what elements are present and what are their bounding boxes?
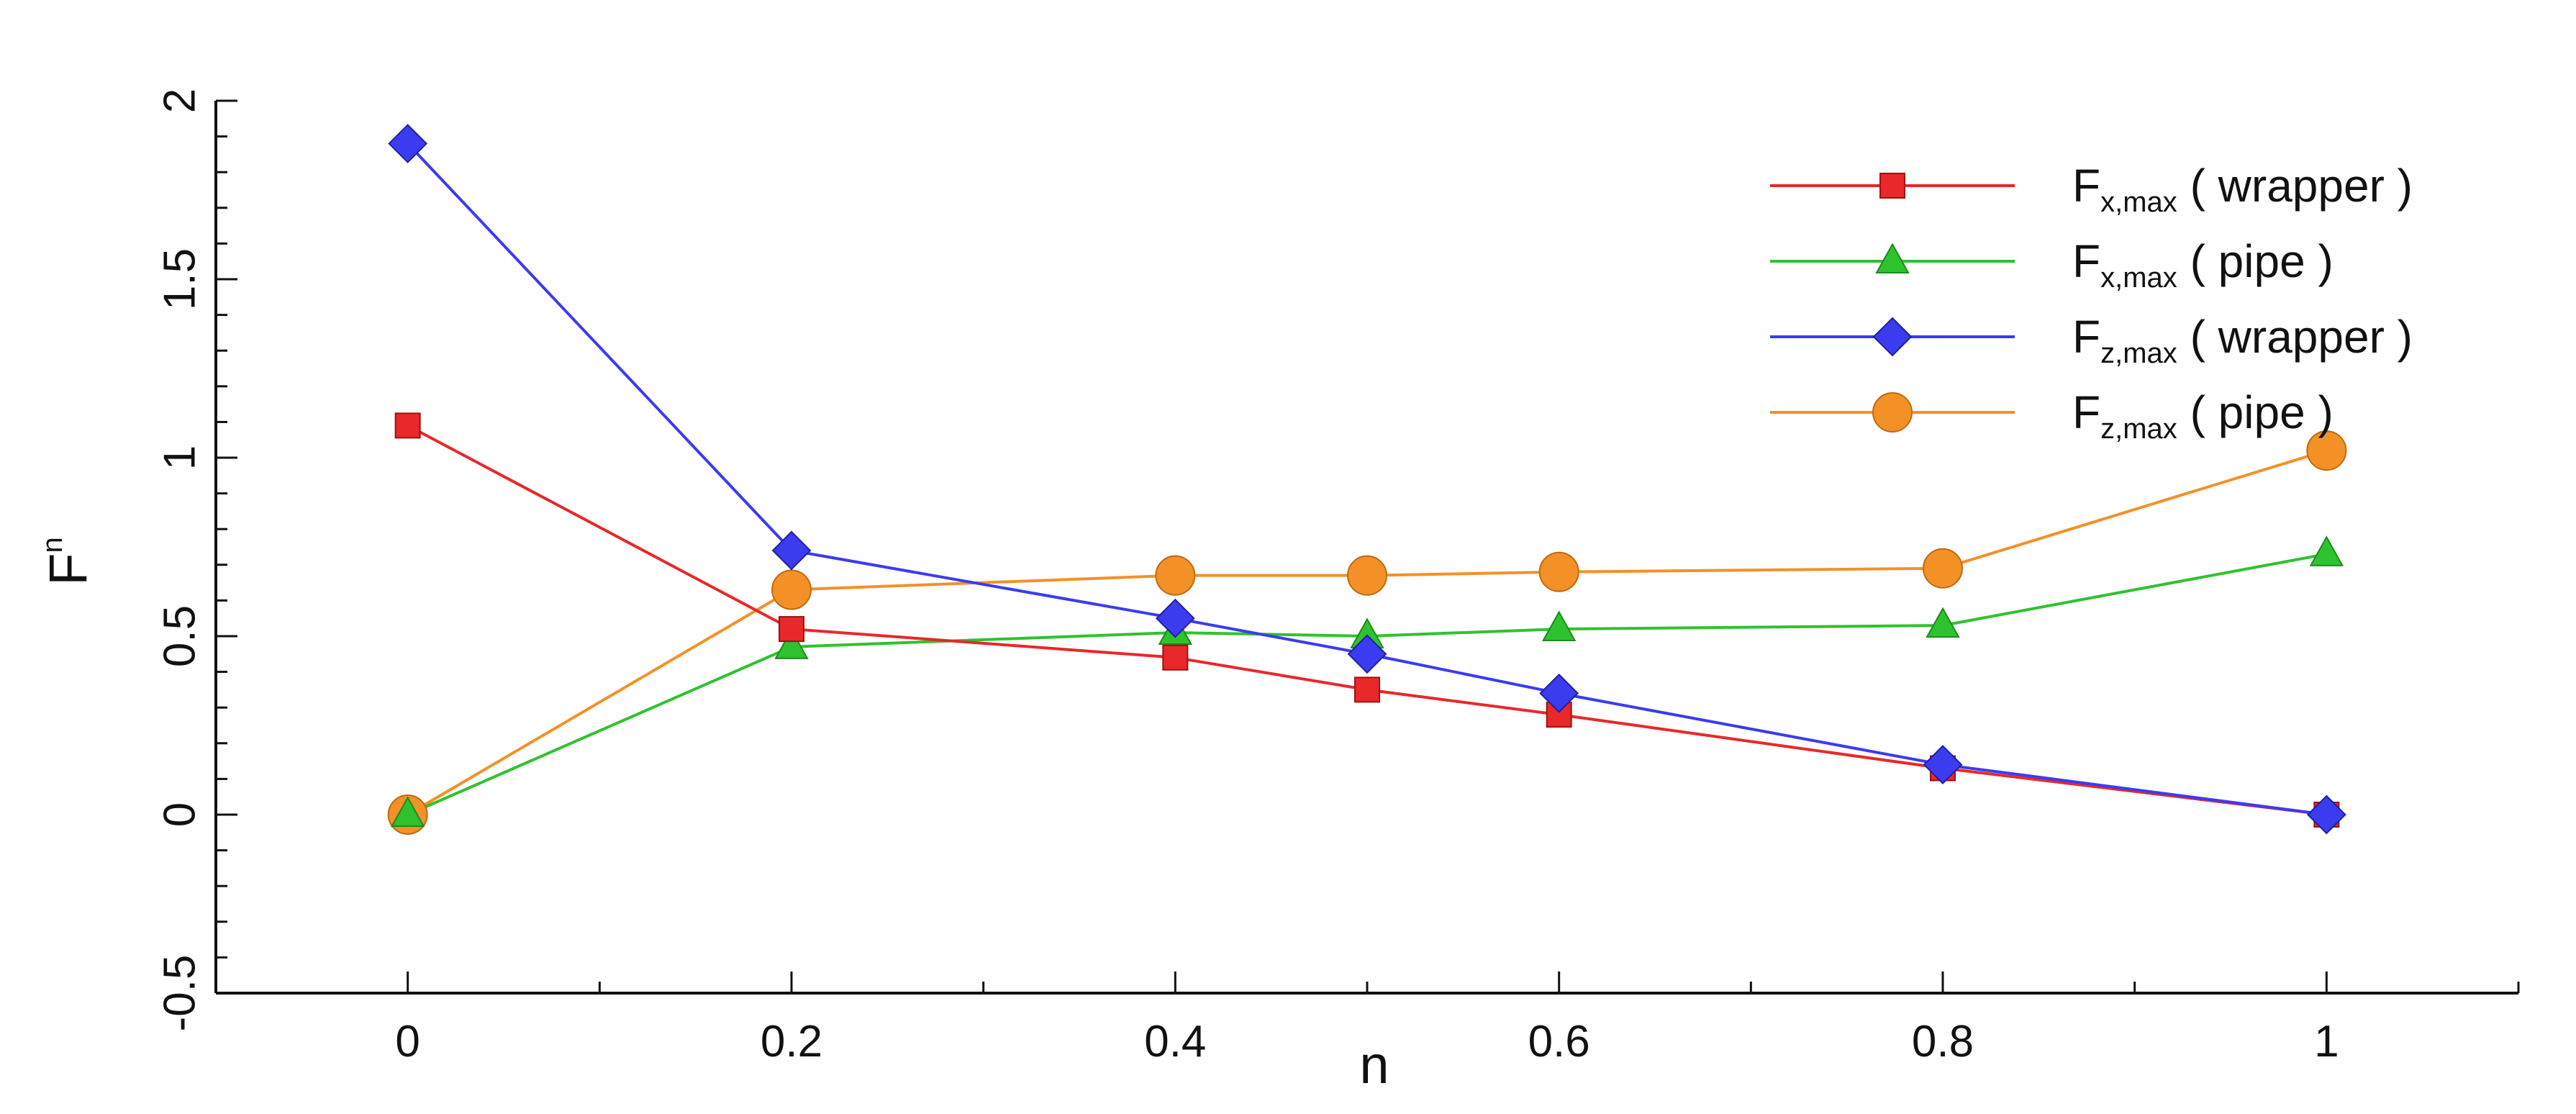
legend-label-1: Fx,max ( pipe ) (2072, 235, 2334, 294)
y-tick-label: 1 (155, 445, 205, 470)
x-tick-label: 1 (2314, 1017, 2339, 1067)
series-3-point (1538, 551, 1579, 592)
x-tick-label: 0.8 (1912, 1017, 1974, 1067)
series-2-point (771, 530, 812, 571)
series-3-point (1347, 555, 1387, 596)
legend-label-3: Fz,max ( pipe ) (2072, 386, 2334, 445)
series-1-point (774, 628, 809, 659)
series-2-point (1539, 673, 1579, 713)
y-axis-title: Fn (37, 537, 98, 585)
legend-label-sub: x,max (2100, 262, 2177, 294)
legend-label-base: F (2072, 386, 2100, 438)
y-tick-label: 0.5 (155, 605, 205, 667)
y-axis-title-base: F (38, 553, 98, 586)
x-tick-label: 0.2 (761, 1017, 822, 1067)
legend-label-suffix: ( wrapper ) (2177, 160, 2413, 212)
x-tick-label: 0.4 (1144, 1017, 1206, 1067)
chart-legend: Fx,max ( wrapper )Fx,max ( pipe )Fz,max … (1770, 160, 2413, 445)
y-tick-label: -0.5 (155, 955, 205, 1032)
legend-marker-1 (1875, 243, 1910, 273)
legend-marker-2 (1872, 317, 1913, 357)
series-3-point (2306, 430, 2347, 471)
series-0-point (779, 616, 804, 643)
series-0-point (1354, 676, 1380, 703)
chart-markers (387, 124, 2347, 835)
series-3-point (1155, 555, 1196, 596)
y-axis-title-sup: n (37, 537, 68, 553)
chart-series (407, 142, 2327, 816)
y-tick-label: 0 (155, 802, 205, 827)
series-2-point (2306, 794, 2346, 835)
legend-label-suffix: ( wrapper ) (2177, 311, 2413, 363)
x-tick-label: 0.6 (1528, 1017, 1590, 1067)
series-1-point (2309, 535, 2344, 566)
legend-label-base: F (2072, 311, 2100, 363)
chart-axes: 0 0.2 0.4 0.6 0.8 1 -0.5 0 0.5 1 1.5 2 (155, 89, 2520, 1067)
legend-label-0: Fx,max ( wrapper ) (2072, 160, 2413, 218)
legend-label-2: Fz,max ( wrapper ) (2072, 311, 2413, 369)
series-1-point (1541, 610, 1577, 642)
x-tick-label: 0 (395, 1017, 419, 1067)
legend-marker-3 (1872, 392, 1913, 433)
x-axis-title: n (1359, 1035, 1389, 1095)
legend-label-suffix: ( pipe ) (2177, 386, 2334, 438)
legend-marker-0 (1879, 173, 1905, 199)
series-1-point (1926, 607, 1960, 638)
series-2-point (388, 124, 428, 163)
series-line-2 (407, 142, 2327, 816)
legend-label-suffix: ( pipe ) (2177, 235, 2334, 287)
series-2-point (1155, 598, 1195, 638)
series-3-point (1923, 548, 1963, 589)
y-tick-label: 1.5 (155, 248, 205, 310)
legend-label-sub: z,max (2100, 338, 2177, 369)
series-0-point (394, 412, 421, 439)
series-2-point (1923, 745, 1963, 784)
series-2-point (1347, 634, 1387, 674)
y-tick-label: 2 (155, 89, 205, 113)
legend-label-base: F (2072, 235, 2100, 287)
legend-label-sub: z,max (2100, 413, 2177, 445)
legend-label-sub: x,max (2100, 186, 2177, 218)
series-0-point (1162, 644, 1189, 671)
series-1-point (390, 796, 425, 827)
series-3-point (771, 569, 812, 610)
legend-label-base: F (2072, 160, 2100, 212)
